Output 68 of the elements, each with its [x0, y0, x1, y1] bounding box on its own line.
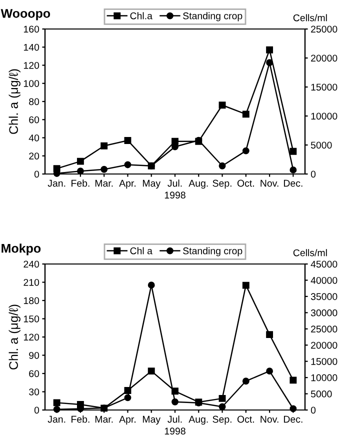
y-tick-label: 60 — [29, 116, 40, 124]
x-tick-label: Apr. — [119, 180, 136, 189]
x-tick-label: Aug. — [188, 416, 208, 425]
y2-tick-label: 15000 — [311, 358, 338, 365]
y-tick-label: 0 — [34, 170, 40, 178]
y-tick-label: 20 — [29, 152, 40, 160]
x-tick-label: Mar. — [95, 180, 113, 187]
y-tick-label: 160 — [24, 26, 40, 33]
x-tick-label: Apr. — [119, 416, 136, 425]
chart-title: Mokpo — [2, 244, 41, 256]
x-tick-label: May — [142, 416, 161, 425]
y-tick-label: 40 — [28, 134, 40, 142]
y-tick-label: 150 — [24, 315, 40, 322]
y-tick-label: 30 — [29, 388, 40, 396]
y-tick-label: 90 — [29, 352, 40, 359]
y2-axis-title: Cells/ml — [293, 14, 327, 22]
y2-tick-label: 5000 — [310, 142, 332, 149]
y-tick-label: 140 — [24, 44, 40, 51]
x-tick-label: Jan. — [48, 416, 66, 423]
legend-label: Standing crop — [183, 12, 242, 22]
y2-tick-label: 35000 — [310, 293, 338, 300]
y-tick-label: 80 — [29, 98, 40, 106]
legend-label: Chl.a — [130, 12, 152, 20]
y2-tick-label: 0 — [310, 406, 316, 414]
y-axis-title: Chl. a (μg/ℓ) — [8, 304, 20, 370]
y2-axis-title: Cells/ml — [293, 249, 327, 256]
y-tick-label: 100 — [24, 80, 40, 87]
x-tick-label: Feb. — [72, 416, 90, 423]
y2-tick-label: 25000 — [311, 326, 338, 333]
x-tick-label: Oct. — [237, 416, 254, 423]
x-tick-label: Mar. — [95, 416, 113, 423]
x-axis-title: 1998 — [164, 192, 186, 199]
x-tick-label: Nov. — [260, 180, 278, 187]
y2-tick-label: 0 — [310, 170, 316, 178]
y-tick-label: 120 — [24, 334, 40, 341]
x-tick-label: Sep. — [212, 416, 232, 425]
x-tick-label: Dec. — [284, 416, 302, 423]
y-axis-title: Chl. a (μg/ℓ) — [8, 69, 20, 134]
y2-tick-label: 30000 — [310, 309, 338, 316]
x-tick-label: Dec. — [284, 180, 302, 187]
y2-tick-label: 20000 — [311, 54, 338, 62]
y2-tick-label: 10000 — [311, 112, 338, 120]
x-tick-label: Nov. — [260, 416, 278, 423]
y-tick-label: 60 — [29, 370, 40, 378]
x-tick-label: May — [142, 180, 161, 189]
x-tick-label: Oct. — [237, 180, 254, 187]
y2-tick-label: 25000 — [311, 26, 338, 33]
y2-tick-label: 45000 — [310, 260, 338, 268]
x-tick-label: Sep. — [212, 180, 232, 189]
chart-title: Wooopo — [0, 9, 50, 20]
x-tick-label: Jul. — [168, 180, 182, 187]
y-tick-label: 120 — [24, 62, 40, 69]
y2-tick-label: 5000 — [310, 390, 332, 398]
legend-label: Standing crop — [183, 247, 242, 256]
y2-tick-label: 10000 — [311, 374, 338, 382]
x-axis-title: 1998 — [164, 428, 186, 435]
x-tick-label: Feb. — [72, 180, 90, 187]
x-tick-label: Aug. — [188, 180, 208, 189]
x-tick-label: Jul. — [168, 416, 182, 423]
y2-tick-label: 20000 — [311, 342, 338, 349]
y-tick-label: 210 — [24, 278, 40, 286]
x-tick-label: Jan. — [48, 180, 66, 187]
y2-tick-label: 40000 — [310, 276, 338, 284]
y-tick-label: 240 — [24, 260, 40, 268]
y-tick-label: 0 — [34, 406, 40, 414]
y2-tick-label: 15000 — [311, 84, 338, 91]
legend-label: Chl a — [130, 247, 152, 254]
y-tick-label: 180 — [24, 297, 40, 304]
